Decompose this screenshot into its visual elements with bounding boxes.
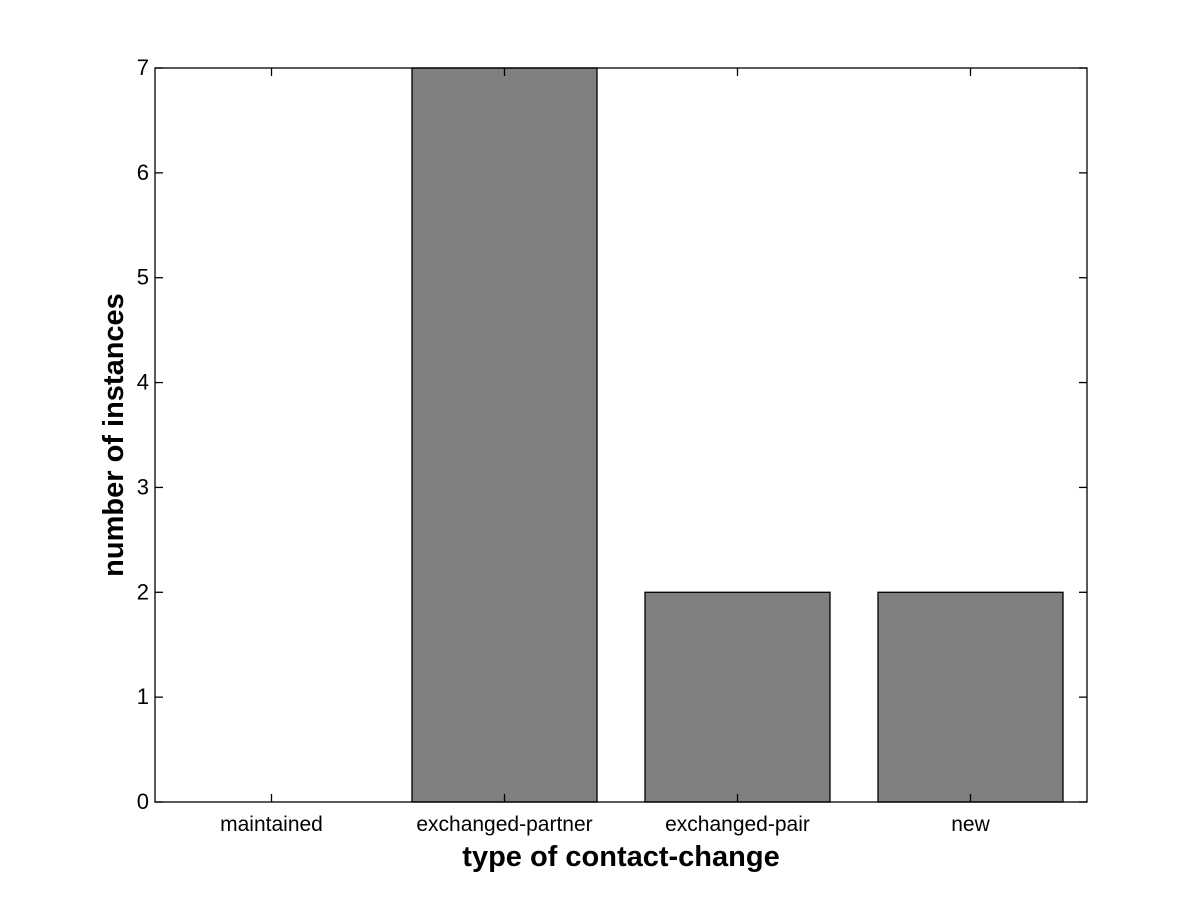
svg-text:1: 1	[137, 684, 149, 709]
svg-text:exchanged-partner: exchanged-partner	[416, 813, 592, 836]
svg-text:7: 7	[137, 55, 149, 80]
svg-text:new: new	[951, 813, 990, 836]
svg-text:number of instances: number of instances	[98, 293, 130, 577]
svg-text:type of contact-change: type of contact-change	[462, 841, 779, 873]
svg-text:exchanged-pair: exchanged-pair	[665, 813, 810, 836]
svg-text:maintained: maintained	[220, 813, 323, 836]
svg-text:0: 0	[137, 789, 149, 814]
svg-text:3: 3	[137, 474, 149, 499]
svg-text:5: 5	[137, 265, 149, 290]
svg-text:2: 2	[137, 579, 149, 604]
svg-text:4: 4	[137, 370, 149, 395]
svg-text:6: 6	[137, 160, 149, 185]
